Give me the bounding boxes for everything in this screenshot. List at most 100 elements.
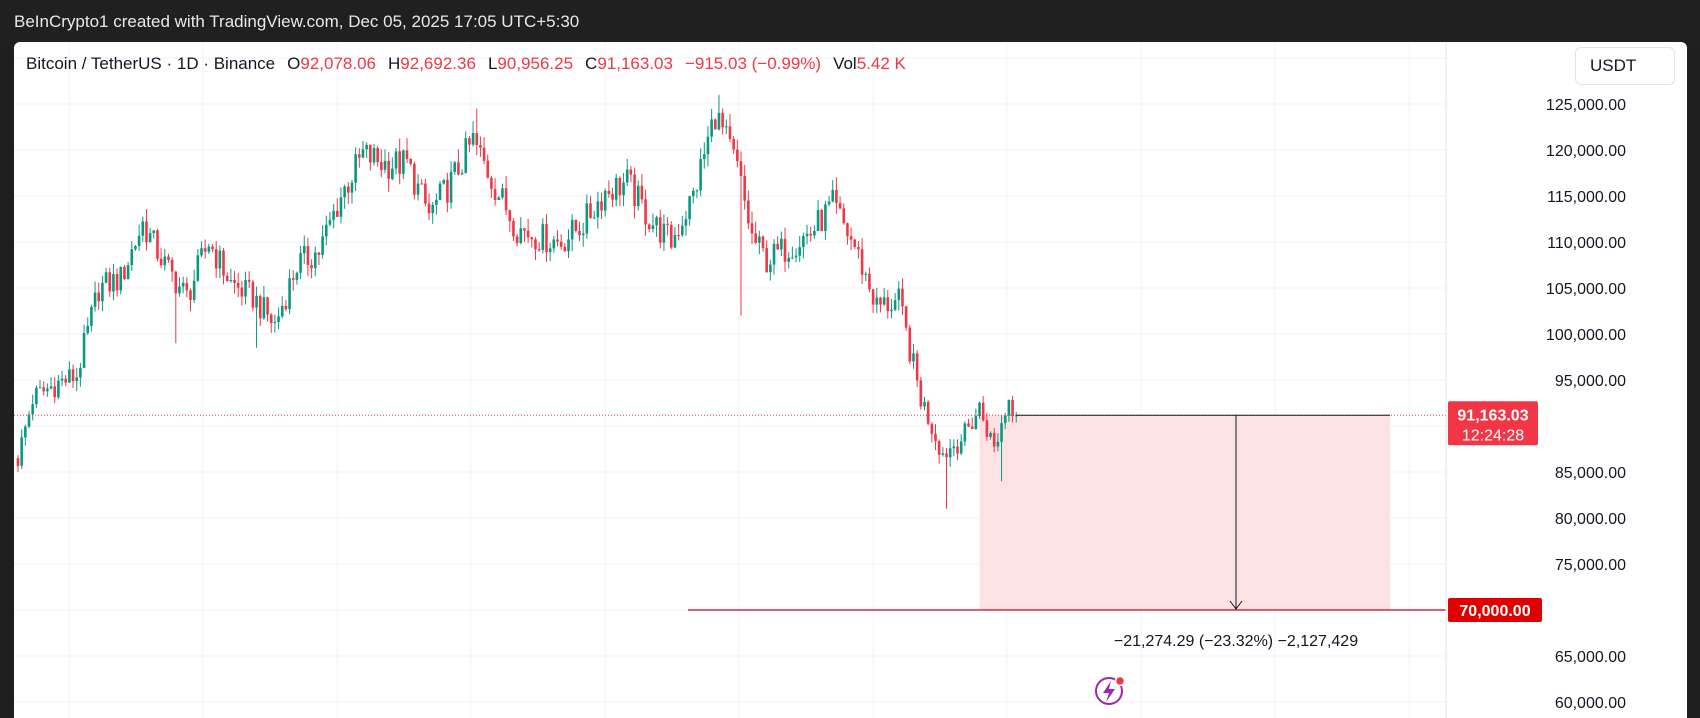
y-tick-label: 105,000.00 [1546,281,1626,298]
candle-body [280,305,284,317]
candle-body [644,199,647,225]
candle-body [277,316,280,323]
candle-body [449,171,453,203]
candle-body [952,446,956,449]
candle-body [409,158,412,164]
candle-body [651,225,655,230]
candle-body [603,190,607,211]
candle-body [68,369,71,383]
candle-body [284,305,288,310]
change-value: −915.03 (−0.99%) [684,54,822,73]
candle-body [934,433,937,442]
candle-body [541,224,545,250]
currency-button[interactable]: USDT [1575,47,1675,85]
candle-body [559,241,563,247]
candle-body [930,423,934,434]
candle-body [508,210,512,222]
grid [14,42,1446,718]
candle-body [115,274,119,291]
candle-body [820,210,824,232]
chart-panel[interactable]: −21,274.29 (−23.32%) −2,127,429 125,000.… [14,42,1687,718]
vol-value: 5.42 K [856,54,906,73]
candle-body [761,236,765,249]
price-chart[interactable]: −21,274.29 (−23.32%) −2,127,429 125,000.… [14,42,1687,718]
y-tick-label: 115,000.00 [1547,189,1626,206]
candle-body [673,235,677,248]
candle-body [321,236,324,255]
candle-body [137,235,141,247]
candle-body [86,325,90,333]
lightning-icon[interactable] [1095,675,1126,705]
candle-body [842,208,846,224]
close-value: 91,163.03 [597,54,673,73]
candle-body [196,255,200,281]
candle-body [512,221,515,237]
candle-body [978,402,981,416]
candle-body [578,230,581,236]
candle-body [523,228,526,231]
candle-body [493,189,497,200]
candle-body [229,280,233,282]
candle-body [585,203,589,234]
candle-body [185,282,189,291]
candle-body [299,253,302,273]
candle-body [526,230,530,238]
price-axis[interactable]: 125,000.00 120,000.00 115,000.00 110,000.00… [1445,42,1626,718]
candle-body [310,265,313,269]
candle-body [1011,399,1014,416]
candle-body [611,193,614,200]
candle-body [699,159,702,191]
candle-body [556,239,559,242]
candle-body [233,280,236,283]
y-tick-label: 100,000.00 [1546,327,1626,344]
candle-body [317,252,321,255]
candle-body [758,236,761,243]
candle-body [831,189,835,202]
last-price-label: 91,163.03 [1457,407,1528,424]
candle-body [453,162,457,172]
candle-body [324,224,328,237]
candle-body [728,126,732,139]
candle-body [981,402,985,421]
candle-body [181,282,185,287]
candle-body [680,225,684,236]
candle-body [291,278,295,280]
candle-body [123,266,126,280]
candle-body [798,247,802,256]
candle-body [875,297,879,305]
candle-body [827,201,831,205]
candle-body [882,297,886,305]
candle-body [200,248,203,256]
candle-body [919,380,923,407]
candle-body [618,177,622,196]
candle-body [846,223,849,237]
candle-body [992,432,996,447]
candle-body [457,162,460,175]
candle-body [739,161,743,176]
candle-body [380,162,383,170]
candle-body [482,147,486,161]
candle-body [490,177,493,190]
candle-body [574,219,578,231]
candle-body [622,182,625,196]
candle-body [365,144,368,150]
candle-body [244,279,247,297]
candle-body [225,275,229,282]
candle-body [849,236,853,240]
candle-body [959,441,963,454]
open-value: 92,078.06 [300,54,377,73]
candle-body [31,404,34,415]
candle-body [460,173,464,175]
candle-body [732,138,735,150]
candle-body [904,306,908,328]
candle-body [60,378,64,381]
last-price-label-bg [1448,401,1538,446]
candle-body [956,446,959,454]
candle-body [937,441,941,455]
candle-body [486,160,490,178]
symbol-name[interactable]: Bitcoin / TetherUS · 1D · Binance [26,54,276,73]
candle-body [890,309,893,312]
candle-body [835,189,838,204]
candle-body [134,246,137,250]
candle-body [247,279,251,282]
